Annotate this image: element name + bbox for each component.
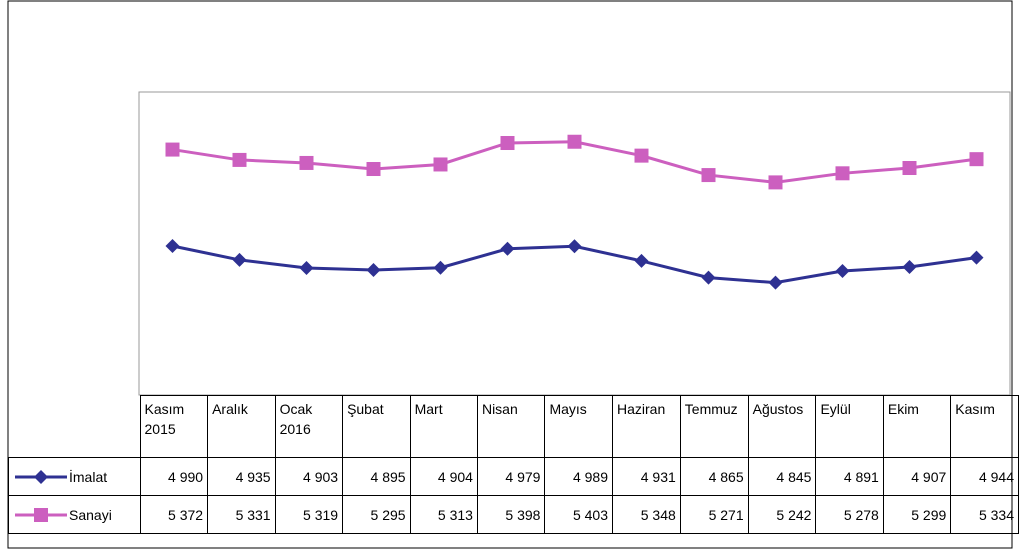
marker [165, 239, 180, 254]
marker [232, 252, 247, 267]
marker [299, 155, 314, 170]
value-cell: 4 891 [815, 457, 884, 496]
value-cell: 5 271 [679, 495, 749, 534]
value-cell: 5 334 [950, 495, 1019, 534]
marker [567, 134, 582, 149]
value-cell: 4 903 [274, 457, 344, 496]
legend-cell: Sanayi [8, 495, 141, 534]
value-cell: 4 931 [612, 457, 681, 496]
marker [768, 175, 783, 190]
value-cell: 4 845 [747, 457, 817, 496]
marker [366, 162, 381, 177]
category-label: Mart [409, 395, 478, 458]
header-row: Kasım 2015 Aralık Ocak 2016 Şubat Mart Nisan M… [8, 395, 1019, 458]
category-label: Aralık [207, 395, 276, 458]
marker [165, 142, 180, 157]
marker [500, 241, 515, 256]
corner-cell [8, 395, 141, 458]
category-label: Şubat [342, 395, 411, 458]
outer-border [7, 0, 1013, 549]
marker [34, 508, 48, 523]
marker [567, 239, 582, 254]
value-cell: 5 299 [882, 495, 952, 534]
category-label: Mayıs [544, 395, 614, 458]
value-cell: 5 398 [476, 495, 546, 534]
data-table: Kasım 2015 Aralık Ocak 2016 Şubat Mart Nisan M… [8, 395, 1019, 534]
legend-label: İmalat [69, 469, 108, 486]
marker [34, 470, 48, 485]
value-cell: 5 331 [207, 495, 276, 534]
marker [835, 166, 850, 181]
category-label: Kasım [950, 395, 1019, 458]
value-cell: 4 989 [544, 457, 614, 496]
value-cell: 4 979 [476, 457, 546, 496]
value-cell: 5 348 [612, 495, 681, 534]
value-cell: 4 907 [882, 457, 952, 496]
marker [701, 270, 716, 285]
value-cell: 4 935 [207, 457, 276, 496]
marker [768, 275, 783, 290]
value-cell: 5 319 [274, 495, 344, 534]
value-cell: 5 278 [815, 495, 884, 534]
value-cell: 4 990 [139, 457, 209, 496]
value-cell: 4 904 [409, 457, 478, 496]
marker [969, 250, 984, 265]
value-cell: 5 313 [409, 495, 478, 534]
legend-symbol [15, 470, 67, 485]
value-cell: 4 865 [679, 457, 749, 496]
legend-label: Sanayi [69, 507, 112, 524]
value-cell: 5 295 [342, 495, 411, 534]
series-row: İmalat 4 990 4 935 4 903 4 895 4 904 4 979 4 98… [8, 457, 1019, 496]
category-label: Ekim [882, 395, 952, 458]
marker [969, 152, 984, 167]
marker [634, 148, 649, 163]
value-cell: 5 242 [747, 495, 817, 534]
category-label: Ağustos [747, 395, 817, 458]
marker [902, 161, 917, 176]
marker [835, 264, 850, 279]
marker [634, 253, 649, 268]
value-cell: 5 403 [544, 495, 614, 534]
value-cell: 4 944 [950, 457, 1019, 496]
marker [366, 263, 381, 278]
category-label: Ocak 2016 [274, 395, 344, 458]
marker [232, 152, 247, 167]
marker [433, 260, 448, 275]
category-label: Nisan [476, 395, 546, 458]
marker [500, 136, 515, 151]
marker [701, 168, 716, 183]
marker [433, 157, 448, 172]
legend-cell: İmalat [8, 457, 141, 496]
category-label: Temmuz [679, 395, 749, 458]
category-label: Eylül [815, 395, 884, 458]
category-label: Haziran [612, 395, 681, 458]
value-cell: 5 372 [139, 495, 209, 534]
series-row: Sanayi 5 372 5 331 5 319 5 295 5 313 5 398 5 40… [8, 495, 1019, 534]
marker [902, 259, 917, 274]
category-label: Kasım 2015 [139, 395, 209, 458]
value-cell: 4 895 [342, 457, 411, 496]
marker [299, 260, 314, 275]
legend-symbol [15, 508, 67, 523]
